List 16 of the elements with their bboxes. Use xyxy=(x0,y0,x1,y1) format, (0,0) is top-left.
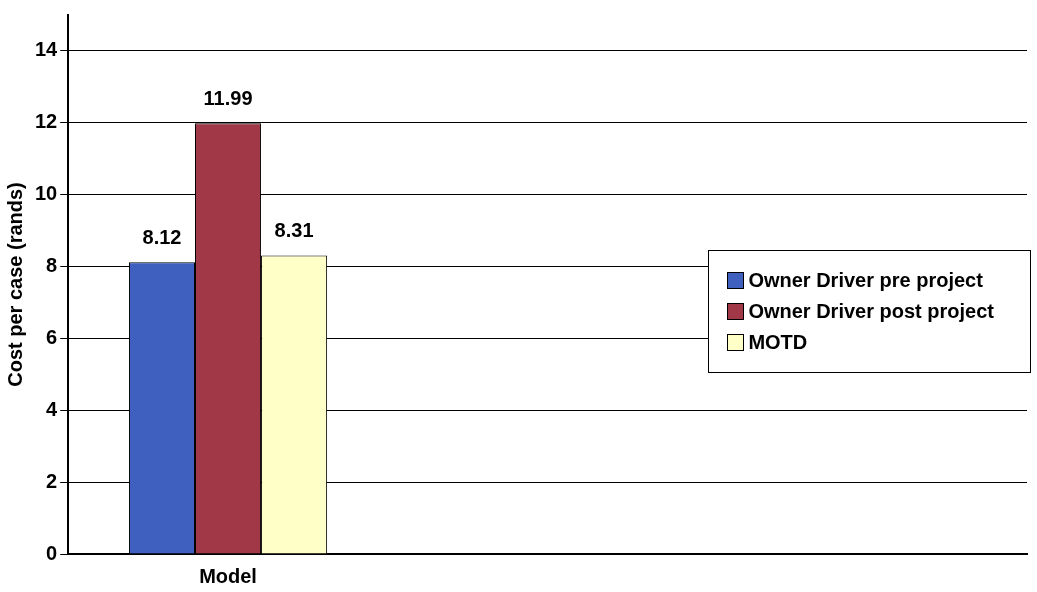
data-label: 11.99 xyxy=(203,86,253,109)
legend-label: Owner Driver pre project xyxy=(748,269,983,292)
y-tick-label: 12 xyxy=(35,110,58,133)
y-tick-label: 10 xyxy=(35,182,58,205)
y-axis-title: Cost per case (rands) xyxy=(3,182,26,387)
y-tick-label: 2 xyxy=(46,469,58,492)
y-tick-label: 8 xyxy=(46,254,58,277)
data-label: 8.31 xyxy=(274,218,314,241)
x-tick-label: Model xyxy=(199,564,257,587)
y-tick-label: 4 xyxy=(46,397,59,420)
legend-label: Owner Driver post project xyxy=(748,300,994,323)
legend-label: MOTD xyxy=(748,331,808,354)
y-tick-label: 6 xyxy=(46,325,58,348)
y-tick-label: 14 xyxy=(35,38,59,61)
y-tick-label: 0 xyxy=(46,541,58,564)
data-label: 8.12 xyxy=(142,225,182,248)
